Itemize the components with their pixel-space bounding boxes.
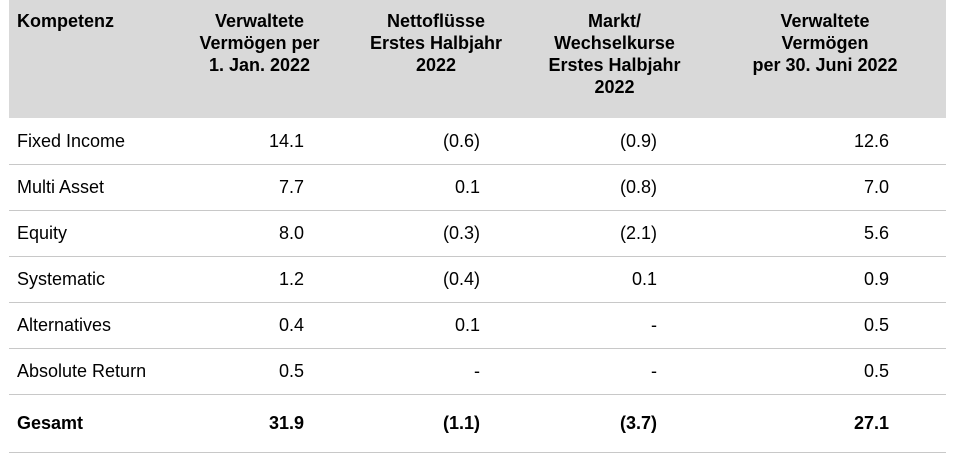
header-aum-end: Verwaltete Vermögen per 30. Juni 2022 xyxy=(752,11,898,75)
cell-net-flows: 0.1 xyxy=(347,163,525,210)
row-label: Fixed Income xyxy=(17,130,126,151)
table-row: Multi Asset 7.7 0.1 (0.8) 7.0 xyxy=(9,163,946,210)
cell-aum-end: 0.5 xyxy=(704,347,946,394)
table-row: Alternatives 0.4 0.1 - 0.5 xyxy=(9,301,946,348)
cell-aum-end: 5.6 xyxy=(704,209,946,256)
total-row: Gesamt 31.9 (1.1) (3.7) 27.1 xyxy=(9,393,946,453)
row-label: Equity xyxy=(9,209,172,256)
cell-net-flows: (0.3) xyxy=(347,209,525,256)
cell-net-flows: - xyxy=(347,347,525,394)
table-row: Equity 8.0 (0.3) (2.1) 5.6 xyxy=(9,209,946,256)
cell-market-fx: (0.9) xyxy=(619,130,657,151)
cell-aum-start: 0.4 xyxy=(172,301,347,348)
total-label: Gesamt xyxy=(9,393,172,453)
row-label: Alternatives xyxy=(9,301,172,348)
row-label: Absolute Return xyxy=(9,347,172,394)
cell-aum-end: 7.0 xyxy=(704,163,946,210)
total-aum-end: 27.1 xyxy=(704,393,946,453)
cell-market-fx: (2.1) xyxy=(525,209,704,256)
header-kompetenz: Kompetenz xyxy=(17,11,115,31)
cell-market-fx: - xyxy=(525,347,704,394)
cell-net-flows: (0.6) xyxy=(442,130,480,151)
table-row: Systematic 1.2 (0.4) 0.1 0.9 xyxy=(9,255,946,302)
cell-aum-start: 0.5 xyxy=(172,347,347,394)
cell-net-flows: (0.4) xyxy=(347,255,525,302)
row-label: Multi Asset xyxy=(9,163,172,210)
total-market-fx: (3.7) xyxy=(525,393,704,453)
table-body: Fixed Income 14.1 (0.6) (0.9) 12.6 Multi… xyxy=(9,118,946,453)
cell-aum-end: 0.5 xyxy=(704,301,946,348)
aum-table: Kompetenz Verwaltete Vermögen per 1. Jan… xyxy=(9,0,946,453)
row-label: Systematic xyxy=(9,255,172,302)
table-row: Fixed Income 14.1 (0.6) (0.9) 12.6 xyxy=(9,118,946,164)
cell-aum-end: 12.6 xyxy=(853,130,889,151)
cell-market-fx: - xyxy=(525,301,704,348)
cell-market-fx: (0.8) xyxy=(525,163,704,210)
table-header: Kompetenz Verwaltete Vermögen per 1. Jan… xyxy=(9,0,946,118)
cell-market-fx: 0.1 xyxy=(525,255,704,302)
total-aum-start: 31.9 xyxy=(172,393,347,453)
header-market-fx: Markt/ Wechselkurse Erstes Halbjahr 2022 xyxy=(548,11,681,97)
total-net-flows: (1.1) xyxy=(347,393,525,453)
cell-aum-start: 1.2 xyxy=(172,255,347,302)
header-net-flows: Nettoflüsse Erstes Halbjahr 2022 xyxy=(369,11,503,75)
cell-net-flows: 0.1 xyxy=(347,301,525,348)
cell-aum-end: 0.9 xyxy=(704,255,946,302)
header-row: Kompetenz Verwaltete Vermögen per 1. Jan… xyxy=(9,0,946,118)
cell-aum-start: 7.7 xyxy=(172,163,347,210)
header-aum-start: Verwaltete Vermögen per 1. Jan. 2022 xyxy=(199,11,320,75)
cell-aum-start: 8.0 xyxy=(172,209,347,256)
cell-aum-start: 14.1 xyxy=(268,130,304,151)
table-row: Absolute Return 0.5 - - 0.5 xyxy=(9,347,946,394)
